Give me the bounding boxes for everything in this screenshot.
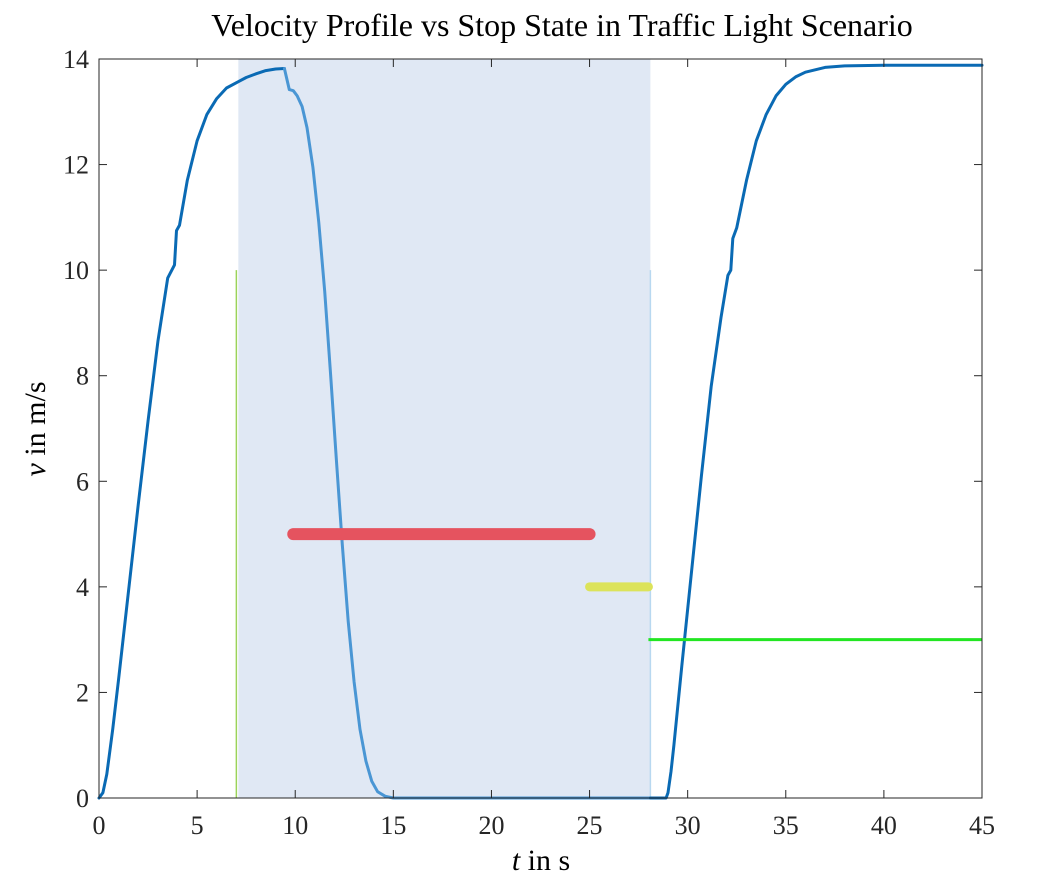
- y-axis-label: v in m/s: [19, 381, 52, 476]
- stop-state-shaded-region: [238, 59, 651, 798]
- x-tick-label: 30: [675, 811, 701, 840]
- chart-title: Velocity Profile vs Stop State in Traffi…: [211, 7, 913, 43]
- velocity-series-segment-1: [97, 67, 286, 800]
- x-tick-label: 40: [871, 811, 897, 840]
- x-tick-label: 20: [478, 811, 504, 840]
- y-tick-label: 2: [76, 678, 89, 707]
- y-tick-label: 0: [76, 784, 89, 813]
- y-tick-label: 10: [63, 256, 89, 285]
- y-tick-label: 8: [76, 362, 89, 391]
- velocity-series-segment-2: [282, 67, 652, 800]
- x-axis-label: t in s: [512, 844, 570, 877]
- x-tick-label: 45: [969, 811, 995, 840]
- y-tick-label: 12: [63, 151, 89, 180]
- y-tick-label: 6: [76, 467, 89, 496]
- plot-area-frame: [98, 58, 983, 799]
- x-tick-label: 35: [773, 811, 799, 840]
- x-tick-label: 10: [282, 811, 308, 840]
- y-tick-label: 14: [63, 45, 89, 74]
- x-tick-label: 0: [93, 811, 106, 840]
- velocity-series-segment-3: [648, 63, 984, 800]
- x-tick-label: 5: [191, 811, 204, 840]
- x-tick-label: 25: [577, 811, 603, 840]
- x-tick-label: 15: [380, 811, 406, 840]
- y-tick-label: 4: [76, 573, 89, 602]
